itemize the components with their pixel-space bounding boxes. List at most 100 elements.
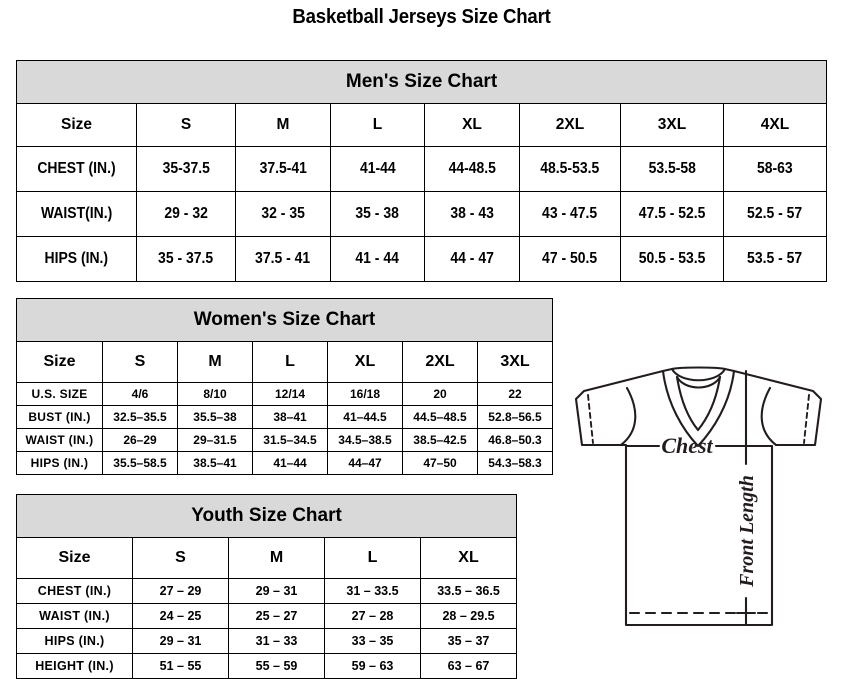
table-row: U.S. SIZE 4/6 8/10 12/14 16/18 20 22 <box>16 382 553 406</box>
mens-header-4xl: 4XL <box>722 103 828 147</box>
womens-size-chart-table: Women's Size Chart Size S M L XL 2XL 3XL… <box>16 298 553 475</box>
mens-hips-m: 37.5 - 41 <box>235 236 331 282</box>
v-neck-inner <box>675 375 722 432</box>
youth-chest-m: 29 – 31 <box>228 578 325 604</box>
table-row: HIPS (IN.) 35 - 37.5 37.5 - 41 41 - 44 4… <box>16 236 828 282</box>
page-title: Basketball Jerseys Size Chart <box>292 6 551 28</box>
womens-header-xl: XL <box>327 341 403 383</box>
mens-waist-m: 32 - 35 <box>235 191 331 237</box>
mens-hips-s: 35 - 37.5 <box>136 236 236 282</box>
youth-waist-s: 24 – 25 <box>132 603 229 629</box>
womens-ussize-2xl: 20 <box>402 382 478 406</box>
table-row: WAIST (IN.) 26–29 29–31.5 31.5–34.5 34.5… <box>16 428 553 452</box>
right-armhole-seam <box>760 386 778 447</box>
right-sleeve-outline <box>732 369 823 447</box>
youth-row-label-waist: WAIST (IN.) <box>16 603 133 629</box>
mens-size-chart-table: Men's Size Chart Size S M L XL 2XL 3XL 4… <box>15 60 828 282</box>
left-sleeve-outline <box>574 369 665 447</box>
collar-band-arc-inner <box>675 375 722 389</box>
table-row: CHEST (IN.) 27 – 29 29 – 31 31 – 33.5 33… <box>16 578 518 604</box>
front-length-dimension-label: Front Length <box>736 475 758 588</box>
womens-ussize-3xl: 22 <box>477 382 553 406</box>
youth-waist-m: 25 – 27 <box>228 603 325 629</box>
womens-ussize-l: 12/14 <box>252 382 328 406</box>
youth-header-s: S <box>132 537 229 579</box>
mens-waist-xl: 38 - 43 <box>424 191 520 237</box>
womens-bust-l: 38–41 <box>252 405 328 429</box>
youth-row-label-height: HEIGHT (IN.) <box>16 653 133 679</box>
youth-chest-xl: 33.5 – 36.5 <box>419 578 518 604</box>
mens-header-size: Size <box>16 103 137 147</box>
mens-waist-2xl: 43 - 47.5 <box>519 191 621 237</box>
mens-row-label-waist: WAIST(IN.) <box>16 191 137 237</box>
mens-chest-xl: 44-48.5 <box>424 146 520 192</box>
mens-banner-row: Men's Size Chart <box>15 60 828 104</box>
mens-header-2xl: 2XL <box>519 103 621 147</box>
youth-header-m: M <box>228 537 325 579</box>
v-neck-outer <box>661 369 736 448</box>
womens-waist-m: 29–31.5 <box>177 428 253 452</box>
womens-header-s: S <box>102 341 178 383</box>
table-row: WAIST (IN.) 24 – 25 25 – 27 27 – 28 28 –… <box>16 603 518 629</box>
youth-row-label-chest: CHEST (IN.) <box>16 578 133 604</box>
womens-waist-s: 26–29 <box>102 428 178 452</box>
body-outline <box>624 444 774 627</box>
womens-header-2xl: 2XL <box>402 341 478 383</box>
youth-size-chart-table: Youth Size Chart Size S M L XL CHEST (IN… <box>15 494 518 679</box>
womens-row-label-hips: HIPS (IN.) <box>16 451 103 475</box>
womens-waist-l: 31.5–34.5 <box>252 428 328 452</box>
womens-waist-2xl: 38.5–42.5 <box>402 428 478 452</box>
youth-height-s: 51 – 55 <box>132 653 229 679</box>
mens-chest-2xl: 48.5-53.5 <box>519 146 621 192</box>
youth-header-row: Size S M L XL <box>16 537 518 579</box>
womens-row-label-bust: BUST (IN.) <box>16 405 103 429</box>
table-row: WAIST(IN.) 29 - 32 32 - 35 35 - 38 38 - … <box>16 191 828 237</box>
womens-hips-xl: 44–47 <box>327 451 403 475</box>
right-cuff-stitch <box>803 394 810 444</box>
womens-header-size: Size <box>16 341 103 383</box>
youth-hips-m: 31 – 33 <box>228 628 325 654</box>
mens-hips-3xl: 50.5 - 53.5 <box>620 236 724 282</box>
table-row: CHEST (IN.) 35-37.5 37.5-41 41-44 44-48.… <box>16 146 828 192</box>
mens-header-l: L <box>330 103 425 147</box>
mens-hips-2xl: 47 - 50.5 <box>519 236 621 282</box>
womens-bust-3xl: 52.8–56.5 <box>477 405 553 429</box>
mens-banner: Men's Size Chart <box>15 60 828 104</box>
mens-header-xl: XL <box>424 103 520 147</box>
youth-height-xl: 63 – 67 <box>419 653 518 679</box>
youth-height-l: 59 – 63 <box>324 653 421 679</box>
womens-hips-l: 41–44 <box>252 451 328 475</box>
youth-row-label-hips: HIPS (IN.) <box>16 628 133 654</box>
youth-hips-l: 33 – 35 <box>324 628 421 654</box>
mens-waist-4xl: 52.5 - 57 <box>722 191 828 237</box>
table-row: HEIGHT (IN.) 51 – 55 55 – 59 59 – 63 63 … <box>16 653 518 679</box>
mens-header-s: S <box>136 103 236 147</box>
youth-hips-s: 29 – 31 <box>132 628 229 654</box>
womens-hips-3xl: 54.3–58.3 <box>477 451 553 475</box>
youth-chest-s: 27 – 29 <box>132 578 229 604</box>
womens-bust-xl: 41–44.5 <box>327 405 403 429</box>
mens-header-row: Size S M L XL 2XL 3XL 4XL <box>16 103 828 147</box>
womens-bust-2xl: 44.5–48.5 <box>402 405 478 429</box>
womens-header-3xl: 3XL <box>477 341 553 383</box>
youth-header-size: Size <box>16 537 133 579</box>
womens-bust-s: 32.5–35.5 <box>102 405 178 429</box>
mens-waist-l: 35 - 38 <box>330 191 425 237</box>
womens-header-row: Size S M L XL 2XL 3XL <box>16 341 553 383</box>
youth-waist-xl: 28 – 29.5 <box>419 603 518 629</box>
collar-band-arc-outer <box>670 367 727 382</box>
table-row: HIPS (IN.) 29 – 31 31 – 33 33 – 35 35 – … <box>16 628 518 654</box>
mens-hips-xl: 44 - 47 <box>424 236 520 282</box>
youth-chest-l: 31 – 33.5 <box>324 578 421 604</box>
youth-header-xl: XL <box>419 537 518 579</box>
mens-chest-4xl: 58-63 <box>722 146 828 192</box>
womens-hips-2xl: 47–50 <box>402 451 478 475</box>
mens-waist-3xl: 47.5 - 52.5 <box>620 191 724 237</box>
womens-hips-m: 38.5–41 <box>177 451 253 475</box>
mens-row-label-hips: HIPS (IN.) <box>16 236 137 282</box>
womens-row-label-us-size: U.S. SIZE <box>16 382 103 406</box>
youth-hips-xl: 35 – 37 <box>419 628 518 654</box>
womens-row-label-waist: WAIST (IN.) <box>16 428 103 452</box>
left-armhole-seam <box>619 386 637 447</box>
left-cuff-stitch <box>587 394 594 444</box>
